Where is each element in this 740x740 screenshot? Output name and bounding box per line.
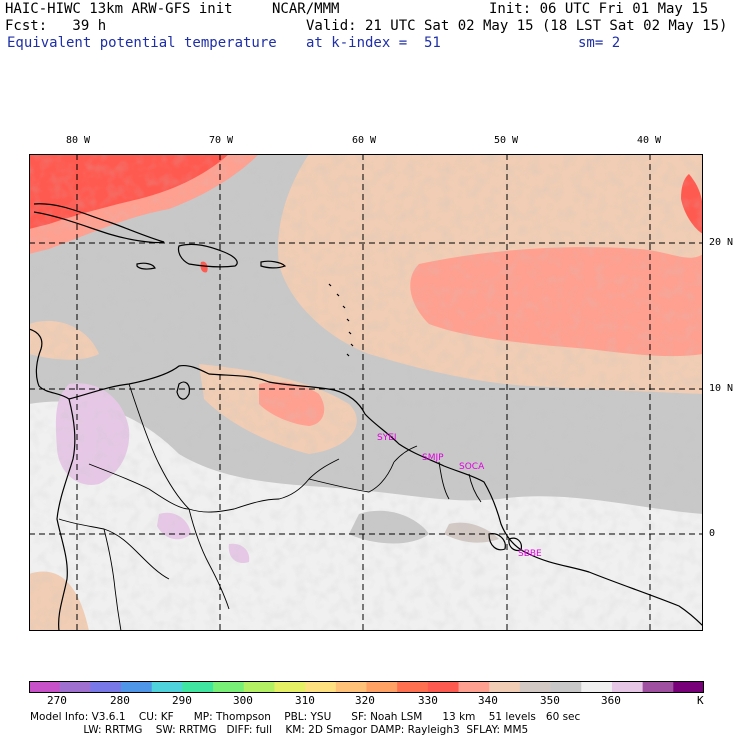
lat-label: 0 (709, 528, 716, 539)
colorbar-swatch (581, 681, 613, 693)
colorbar-swatch (366, 681, 398, 693)
colorbar-swatch (458, 681, 490, 693)
colorbar-label: 350 (540, 694, 560, 707)
model-title: HAIC-HIWC 13km ARW-GFS init (5, 1, 233, 17)
colorbar-swatch (213, 681, 245, 693)
colorbar-label: 300 (233, 694, 253, 707)
colorbar-swatch (642, 681, 674, 693)
colorbar-swatch (90, 681, 122, 693)
level-info: at k-index = 51 (306, 35, 441, 51)
lon-label: 80 W (66, 135, 91, 146)
colorbar-swatch (29, 681, 61, 693)
colorbar-label: 310 (295, 694, 315, 707)
colorbar-unit: K (697, 694, 704, 707)
lat-label: 10 N (709, 383, 734, 394)
colorbar-swatch (121, 681, 153, 693)
colorbar-swatch (59, 681, 91, 693)
colorbar-label: 270 (47, 694, 67, 707)
colorbar-swatch (397, 681, 429, 693)
colorbar-swatch (673, 681, 704, 693)
colorbar-label: 280 (110, 694, 130, 707)
colorbar-swatch (550, 681, 582, 693)
model-info-line-1: Model Info: V3.6.1 CU: KF MP: Thompson P… (30, 711, 581, 723)
lon-label: 70 W (209, 135, 234, 146)
colorbar (29, 681, 704, 693)
lon-label: 50 W (494, 135, 519, 146)
lat-lon-grid (29, 154, 703, 631)
station-label: SMJP (422, 453, 444, 463)
colorbar-swatch (243, 681, 275, 693)
colorbar-swatch (427, 681, 460, 693)
colorbar-label: 340 (478, 694, 498, 707)
station-label: SYEI (377, 433, 397, 443)
colorbar-swatch (151, 681, 183, 693)
colorbar-label: 360 (601, 694, 621, 707)
colorbar-label: 320 (355, 694, 375, 707)
institution: NCAR/MMM (272, 1, 340, 17)
init-time: Init: 06 UTC Fri 01 May 15 (489, 1, 709, 17)
colorbar-swatch (611, 681, 644, 693)
colorbar-swatch (274, 681, 306, 693)
model-info-line-2: LW: RRTMG SW: RRTMG DIFF: full KM: 2D Sm… (30, 724, 529, 736)
colorbar-swatch (305, 681, 337, 693)
lat-label: 20 N (709, 237, 734, 248)
field-name: Equivalent potential temperature (7, 35, 277, 51)
station-label: SBBE (518, 549, 542, 559)
forecast-hour: Fcst: 39 h (5, 18, 107, 34)
colorbar-swatch (489, 681, 521, 693)
colorbar-swatch (182, 681, 214, 693)
colorbar-swatch (519, 681, 552, 693)
colorbar-label: 290 (172, 694, 192, 707)
valid-time: Valid: 21 UTC Sat 02 May 15 (18 LST Sat … (306, 18, 728, 34)
lon-label: 40 W (637, 135, 662, 146)
coastlines (29, 203, 703, 631)
map-panel: SYEI SMJP SOCA SBBE (29, 154, 703, 631)
colorbar-label: 330 (418, 694, 438, 707)
smoothing-info: sm= 2 (578, 35, 621, 51)
station-label: SOCA (459, 462, 485, 472)
colorbar-swatch (335, 681, 367, 693)
lon-label: 60 W (352, 135, 377, 146)
